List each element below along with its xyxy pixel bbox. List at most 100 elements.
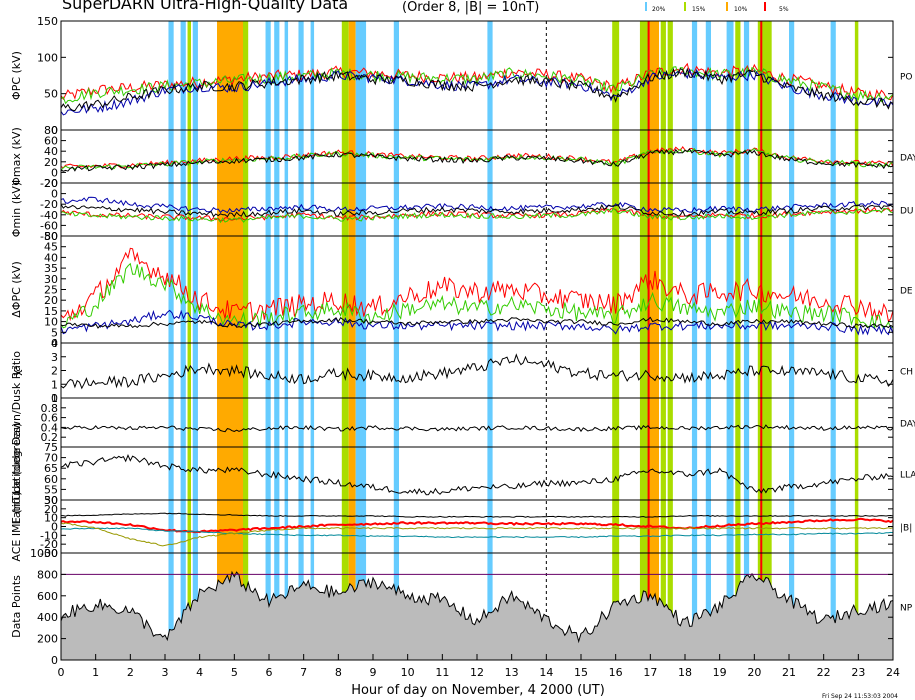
x-tick-label: 19 [713,666,727,679]
x-tick-label: 23 [851,666,865,679]
y-tick-label-dphi: 30 [44,273,58,286]
y-tick-label-latitude: 65 [44,462,58,475]
threshold-band [830,21,836,660]
x-axis: 0 1 2 3 4 5 6 7 8 9 10 11 12 13 14 15 16 17 18 19 20 21 22 23 24 [58,654,900,679]
y-tick-label-phi_max: 0 [51,166,58,179]
x-tick-label: 22 [817,666,831,679]
y-tick-label-dphi: 0 [51,337,58,350]
threshold-band [757,21,772,660]
y-tick-label-chi: 2 [51,365,58,378]
series-line-latitude-0 [60,453,894,496]
y-tick-label-phi_max: 80 [44,124,58,137]
y-tick-label-phi_max: -20 [40,177,58,190]
threshold-band [639,21,649,660]
series-line-imf-3 [60,522,894,547]
y-tick-label-dphi: 35 [44,262,58,275]
y-tick-label-dphi: 20 [44,294,58,307]
x-tick-label: 6 [266,666,273,679]
y-tick-label-ratio: 0.2 [41,431,59,444]
y-tick-label-phi_max: 40 [44,145,58,158]
series-line-chi-0 [60,353,894,390]
threshold-band [487,21,493,660]
threshold-band [789,21,795,660]
y-tick-label-imf: 0 [51,521,58,534]
threshold-band [265,21,271,660]
y-axis-label-points: Data Points [10,575,23,638]
threshold-band [348,21,356,660]
y-tick-label-imf: -20 [40,538,58,551]
series-line-dphi-2 [60,309,894,336]
right-label-phi_max: DAY [900,154,915,164]
series-line-phi_pc-1 [60,65,894,105]
legend-swatch-20 [645,2,647,11]
y-tick-label-phi_min: -60 [40,219,58,232]
y-tick-label-imf: 20 [44,503,58,516]
y-tick-label-phi_pc: 100 [37,51,58,64]
threshold-band [660,21,666,660]
x-tick-label: 5 [231,666,238,679]
threshold-band [298,21,304,660]
legend-label-15: 15% [692,6,706,13]
y-tick-label-latitude: 60 [44,473,58,486]
y-axis-label-dphi: ΔΦPC (kV) [10,261,23,317]
y-tick-label-dphi: 25 [44,284,58,297]
threshold-band [274,21,280,660]
y-tick-label-ratio: 0.4 [41,421,59,434]
threshold-band [612,21,620,660]
right-label-chi: CH [900,368,913,378]
y-tick-label-dphi: 50 [44,230,58,243]
x-tick-label: 3 [162,666,169,679]
chart-title: SuperDARN Ultra-High-Quality Data [62,0,348,13]
y-tick-label-phi_pc: 50 [44,88,58,101]
series-line-dphi-3 [60,316,894,329]
y-tick-label-points: 600 [37,590,58,603]
series-line-phi_min-2 [60,196,894,214]
x-tick-label: 18 [678,666,692,679]
series-line-phi_pc-2 [60,67,894,116]
y-tick-label-dphi: 40 [44,251,58,264]
y-axis-label-phi_min: Φmin (kV) [10,182,23,237]
x-tick-label: 14 [539,666,553,679]
threshold-bands [168,21,859,660]
series-line-dphi-1 [60,262,894,329]
threshold-band [217,21,243,660]
threshold-band [310,21,315,660]
right-label-ratio: DAY [900,420,915,430]
y-tick-label-chi: 4 [51,337,58,350]
y-tick-label-points: 1000 [30,547,58,560]
x-tick-label: 9 [370,666,377,679]
y-tick-label-phi_max: 20 [44,156,58,169]
threshold-band [667,21,673,660]
x-tick-label: 17 [643,666,657,679]
y-tick-label-dphi: 15 [44,305,58,318]
legend-swatch-10 [726,2,728,11]
x-tick-label: 12 [470,666,484,679]
x-tick-label: 16 [609,666,623,679]
y-tick-label-latitude: 55 [44,483,58,496]
y-tick-label-phi_min: -20 [40,198,58,211]
y-tick-label-phi_min: 20 [44,177,58,190]
threshold-band [355,21,367,660]
panel-phi_pc: 0 50 100 150 ΦPC (kV) PO [10,15,913,137]
y-axis-label-latitude: Latitude (degrees) [10,423,23,525]
legend-label-5: 5% [779,6,789,13]
x-tick-label: 2 [127,666,134,679]
series-line-phi_min-0 [60,206,894,222]
right-label-imf: |B| [900,524,912,534]
y-tick-label-dphi: 10 [44,316,58,329]
series-line-imf-0 [61,512,894,518]
x-tick-label: 7 [300,666,307,679]
x-tick-label: 4 [196,666,203,679]
y-tick-label-imf: 30 [44,494,58,507]
threshold-band [284,21,289,660]
threshold-band [180,21,186,660]
y-tick-label-ratio: 0.8 [41,402,59,415]
right-label-phi_pc: PO [900,73,913,83]
right-label-points: NP [900,604,913,614]
